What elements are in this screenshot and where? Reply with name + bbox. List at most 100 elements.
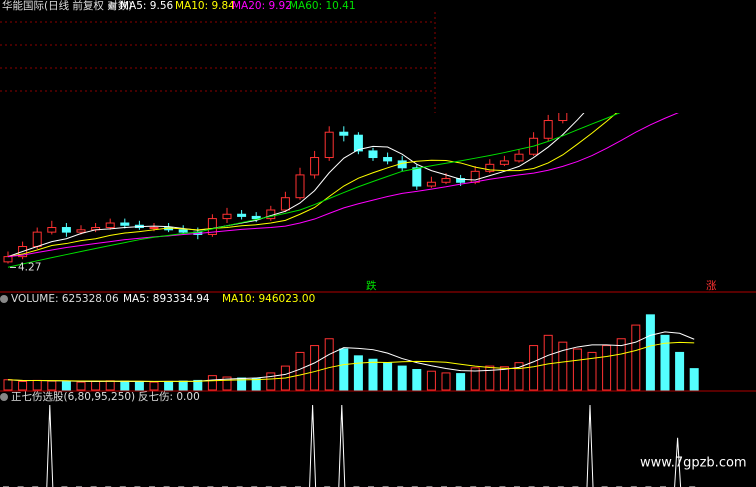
volume-bar [426, 370, 436, 391]
fall-marker: 跌 [366, 279, 377, 292]
volume-bar [134, 381, 144, 391]
candle-body [178, 229, 188, 233]
candle-body [222, 213, 232, 220]
volume-bar [368, 358, 378, 391]
volume-bar [207, 375, 217, 391]
candle-body [485, 163, 495, 172]
candle-body [617, 50, 625, 61]
volume-bar [18, 380, 28, 391]
candle-body [120, 222, 130, 226]
ma-line [7, 113, 585, 258]
volume-bar [222, 376, 232, 391]
volume-bar [149, 381, 159, 391]
price-panel [3, 48, 698, 268]
volume-bar [105, 380, 115, 391]
settings-icon[interactable] [0, 393, 8, 401]
chart-title: 华能国际(日线 前复权 对数) [2, 0, 132, 12]
volume-bar [193, 379, 203, 391]
volume-bar [602, 345, 612, 391]
legend-entry: MA5: 893334.94 [123, 293, 210, 305]
volume-bar [499, 366, 509, 391]
candle-body [603, 61, 611, 75]
candle-body [310, 157, 320, 176]
volume-bar [616, 338, 626, 391]
legend-entry: MA10: 9.84 [175, 0, 235, 12]
signal-spike [309, 404, 317, 487]
candle-body [426, 181, 436, 187]
volume-bar [645, 314, 655, 391]
volume-bar [558, 341, 568, 391]
candle-body [295, 174, 305, 199]
candle-body [456, 178, 466, 183]
volume-bar [543, 334, 553, 391]
volume-bar [178, 380, 188, 391]
candle-body [237, 213, 247, 217]
volume-bar [689, 368, 699, 391]
candle-body [543, 120, 553, 139]
settings-icon[interactable] [108, 2, 116, 10]
volume-bar [251, 378, 261, 391]
volume-bar [485, 365, 495, 391]
candle-body [646, 48, 654, 56]
legend-entry: MA20: 9.92 [232, 0, 292, 12]
candle-body [149, 227, 159, 230]
legend-entry: MA5: 9.56 [120, 0, 173, 12]
candle-body [573, 89, 581, 104]
volume-bar [675, 351, 685, 391]
settings-icon[interactable] [0, 295, 8, 303]
volume-bar [266, 372, 276, 391]
volume-bar [631, 324, 641, 391]
signal-spike [338, 404, 346, 487]
candle-body [412, 167, 422, 187]
candle-body [32, 231, 42, 248]
panel-subtitle: 反七伤: 0.00 [138, 390, 200, 403]
candle-body [441, 178, 451, 183]
volume-bar [456, 373, 466, 391]
volume-bar [441, 372, 451, 391]
candle-body [588, 74, 596, 88]
volume-bar [310, 345, 320, 391]
volume-panel [3, 314, 699, 391]
volume-bar [353, 355, 363, 391]
candle-body [558, 113, 568, 122]
candle-body [280, 197, 290, 211]
candle-body [207, 218, 217, 235]
candle-body [251, 215, 261, 220]
candle-body [76, 229, 86, 233]
ma-line [7, 113, 621, 268]
candle-body [324, 131, 334, 159]
volume-bar [324, 338, 334, 391]
candle-body [105, 222, 115, 229]
panel-title: 正七伤选股(6,80,95,250) [11, 390, 135, 403]
candle-body [676, 65, 684, 74]
volume-bar [47, 380, 57, 391]
candle-body [368, 150, 378, 159]
candle-body [339, 131, 349, 136]
candle-body [661, 56, 669, 65]
volume-bar [572, 348, 582, 391]
candle-body [3, 256, 13, 263]
volume-bar [120, 380, 130, 391]
volume-bar [164, 380, 174, 391]
candle-body [690, 74, 698, 81]
candle-body [61, 227, 71, 233]
candle-body [514, 153, 524, 162]
volume-bar [587, 351, 597, 391]
watermark: www.7gpzb.com [640, 456, 747, 471]
volume-bar [383, 362, 393, 391]
signal-spike [46, 404, 54, 487]
ma-line [7, 113, 679, 258]
volume-bar [514, 362, 524, 391]
signal-spike [674, 437, 682, 487]
rise-marker: 涨 [706, 280, 717, 292]
signal-spike [586, 404, 594, 487]
legend-entry: MA60: 10.41 [289, 0, 356, 12]
low-label: 4.27 [18, 261, 41, 273]
candle-body [353, 134, 363, 152]
volume-bar [412, 369, 422, 391]
candle-body [383, 157, 393, 162]
volume-bar [76, 381, 86, 391]
volume-bar [660, 334, 670, 391]
